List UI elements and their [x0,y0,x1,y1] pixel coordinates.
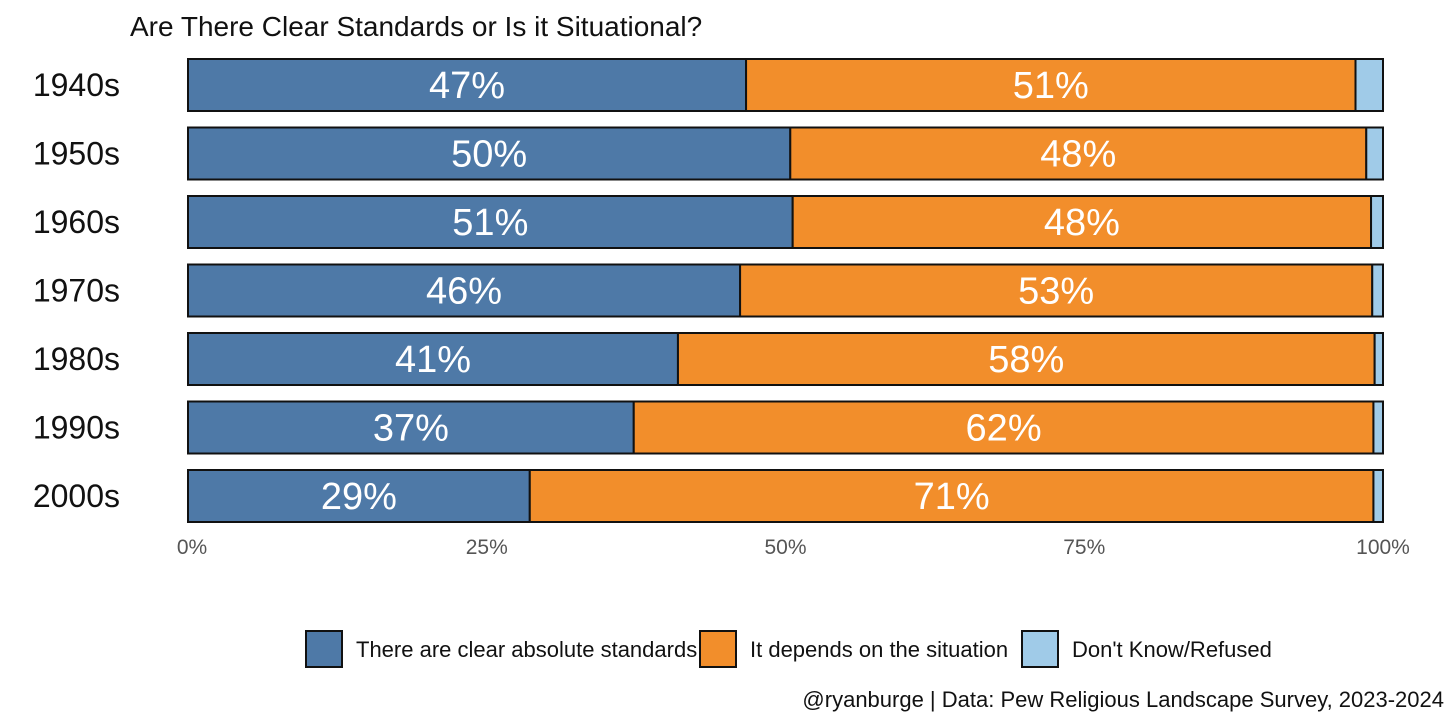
data-label-1990s-series-1: 62% [966,408,1042,450]
category-label-1950s: 1950s [33,136,120,172]
legend-swatch-2 [1021,630,1059,668]
chart-caption: @ryanburge | Data: Pew Religious Landsca… [802,687,1444,712]
bar-segment-1980s-series-0 [187,332,679,386]
chart-title: Are There Clear Standards or Is it Situa… [130,11,702,42]
category-label-1960s: 1960s [33,204,120,240]
bar-segment-1970s-series-1 [739,263,1374,318]
bar-segment-1950s-series-0 [187,126,792,181]
bars-group: 47% 51% 50% 48% 51% 48% 46% 53% 41% 58% 37% 62% 29% 7… [187,58,1385,523]
bar-segment-2000s-series-1 [528,469,1375,523]
x-tick-label-4: 100% [1356,536,1410,559]
x-tick-label-0: 0% [177,536,207,559]
legend-label-2: Don't Know/Refused [1072,637,1272,662]
legend: There are clear absolute standards It dep… [305,630,1272,668]
category-labels: 1940s 1950s 1960s 1970s 1980s 1990s 2000s [33,67,120,514]
data-label-1980s-series-1: 58% [988,339,1064,381]
x-axis-ticks: 0% 25% 50% 75% 100% [177,536,1410,559]
bar-segment-1960s-series-2 [1370,195,1385,249]
data-label-1940s-series-0: 47% [429,65,505,107]
category-label-1970s: 1970s [33,273,120,309]
bar-segment-1990s-series-1 [632,400,1375,455]
data-label-1970s-series-0: 46% [426,271,502,313]
legend-label-0: There are clear absolute standards [356,637,697,662]
x-tick-label-1: 25% [466,536,508,559]
bar-segment-2000s-series-2 [1372,469,1384,523]
x-tick-label-3: 75% [1063,536,1105,559]
category-label-1980s: 1980s [33,341,120,377]
data-label-1990s-series-0: 37% [373,408,449,450]
bar-segment-1960s-series-0 [187,195,794,249]
data-label-2000s-series-0: 29% [321,476,397,518]
data-label-1960s-series-1: 48% [1044,202,1120,244]
bar-segment-2000s-series-0 [187,469,531,523]
bar-segment-1990s-series-2 [1372,400,1384,455]
category-label-1990s: 1990s [33,410,120,446]
data-label-1970s-series-1: 53% [1018,271,1094,313]
data-label-1950s-series-0: 50% [451,134,527,176]
legend-swatch-0 [305,630,343,668]
legend-label-1: It depends on the situation [750,637,1008,662]
x-tick-label-2: 50% [764,536,806,559]
legend-swatch-1 [699,630,737,668]
category-label-2000s: 2000s [33,478,120,514]
bar-segment-1980s-series-1 [676,332,1376,386]
bar-segment-1950s-series-2 [1365,126,1385,181]
bar-segment-1940s-series-0 [187,58,748,112]
bar-segment-1970s-series-0 [187,263,742,318]
bar-segment-1940s-series-2 [1354,58,1385,112]
category-label-1940s: 1940s [33,67,120,103]
bar-segment-1940s-series-1 [745,58,1357,112]
bar-segment-1980s-series-2 [1373,332,1385,386]
data-label-1950s-series-1: 48% [1040,134,1116,176]
data-label-2000s-series-1: 71% [914,476,990,518]
bar-segment-1970s-series-2 [1371,263,1384,318]
bar-segment-1960s-series-1 [791,195,1373,249]
data-label-1940s-series-1: 51% [1013,65,1089,107]
data-label-1980s-series-0: 41% [395,339,471,381]
data-label-1960s-series-0: 51% [452,202,528,244]
